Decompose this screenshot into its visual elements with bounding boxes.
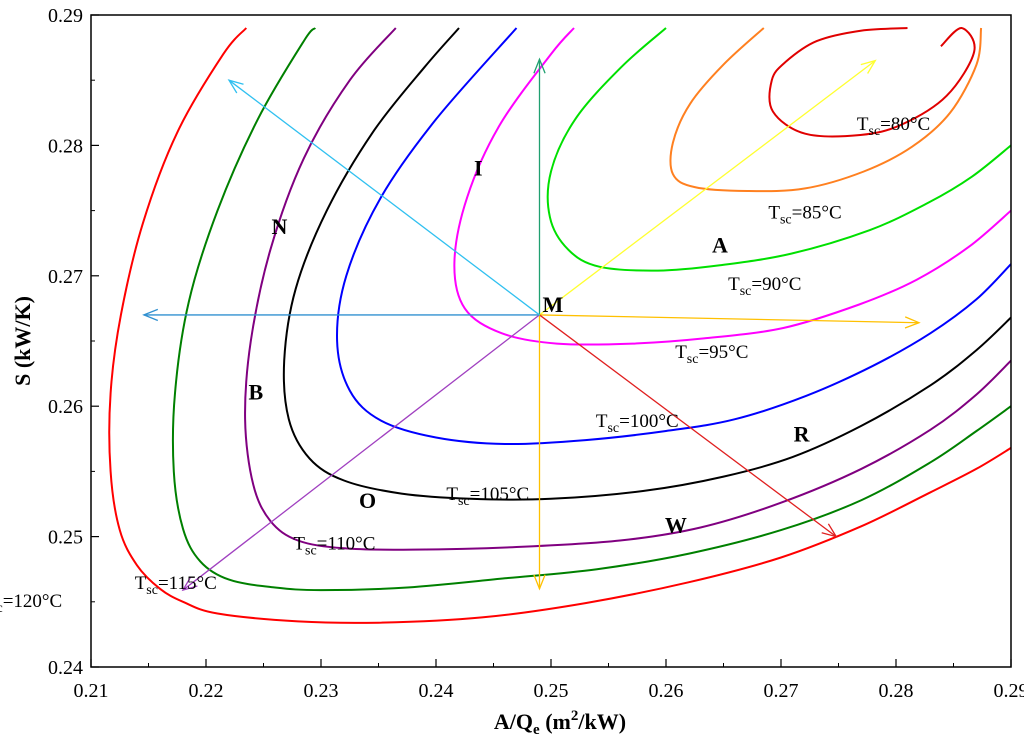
x-tick-label-5: 0.25: [534, 680, 569, 702]
region-label-b: B: [249, 380, 264, 405]
region-label-i: I: [474, 155, 483, 180]
y-tick-label-1: 0.24: [48, 657, 83, 679]
curve-label-7: Tsc=110°C: [293, 534, 375, 559]
curve-label-4: Tsc=95°C: [675, 342, 748, 367]
x-tick-label-6: 0.26: [649, 680, 684, 702]
region-label-a: A: [712, 232, 728, 257]
x-axis-label: A/Qe (m2/kW): [494, 708, 626, 738]
center-point-label: M: [543, 292, 564, 317]
y-tick-label-4: 0.27: [48, 266, 83, 288]
curve-line-5: [337, 28, 1011, 444]
arrows-group: [144, 59, 919, 590]
direction-arrow-2: [540, 61, 876, 315]
direction-arrow-3: [540, 315, 920, 323]
y-tick-label-5: 0.28: [48, 135, 83, 157]
x-tick-label-8: 0.28: [879, 680, 914, 702]
curve-label-3: Tsc=90°C: [728, 274, 801, 299]
x-tick-label-1: 0.21: [74, 680, 109, 702]
y-axis-label: S (kW/K): [10, 296, 35, 386]
curve-line-2: [670, 28, 981, 191]
x-tick-label-3: 0.23: [304, 680, 339, 702]
y-tick-label-3: 0.26: [48, 396, 83, 418]
x-tick-label-9: 0.29: [994, 680, 1024, 702]
region-label-r: R: [794, 421, 811, 446]
curve-line-4: [454, 28, 1011, 345]
curve-label-1: Tsc=80°C: [857, 114, 930, 139]
y-tick-label-2: 0.25: [48, 527, 83, 549]
x-axis-label-sup: 2: [571, 708, 579, 724]
curve-label-2: Tsc=85°C: [768, 202, 841, 227]
curve-label-5: Tsc=100°C: [596, 411, 679, 436]
region-label-o: O: [359, 488, 376, 513]
curve-line-3: [548, 28, 1011, 271]
y-tick-label-6: 0.29: [48, 5, 83, 27]
curves-group: [109, 28, 1011, 623]
plot-frame: [91, 15, 1011, 667]
x-tick-label-2: 0.22: [189, 680, 224, 702]
region-label-n: N: [272, 214, 288, 239]
x-tick-label-4: 0.24: [419, 680, 454, 702]
direction-arrow-4: [540, 315, 837, 537]
curve-label-6: Tsc=105°C: [446, 484, 529, 509]
curve-label-9: Tsc=120°C: [0, 591, 62, 616]
region-label-w: W: [665, 513, 687, 538]
x-tick-label-7: 0.27: [764, 680, 799, 702]
curve-line-9: [109, 28, 1011, 623]
curve-line-8: [173, 28, 1011, 590]
